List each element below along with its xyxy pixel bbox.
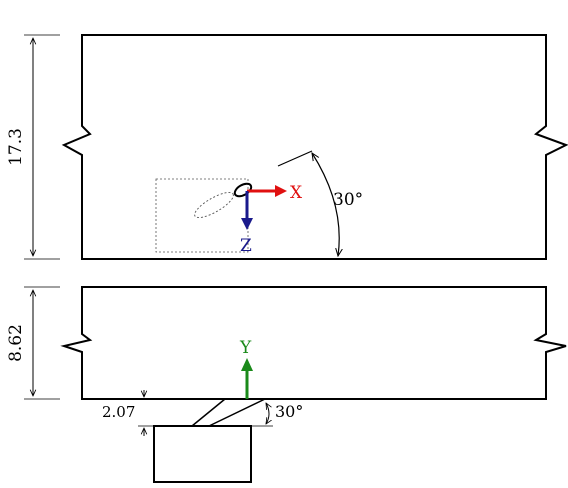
side-angle-label: 30° — [275, 402, 303, 421]
fixture-box — [153, 425, 252, 483]
top-angle-label: 30° — [333, 190, 363, 210]
axis-y-arrowhead — [241, 358, 253, 371]
top-view: 17.3 X Z 30° — [6, 34, 568, 260]
top-block-outline — [61, 34, 568, 260]
axis-x-label: X — [290, 183, 303, 203]
offset-label: 2.07 — [102, 403, 135, 421]
axis-z-arrowhead — [241, 218, 253, 230]
side-angle-arc — [266, 403, 269, 424]
axis-x-arrowhead — [275, 185, 287, 197]
channel-edge-right — [208, 398, 266, 427]
side-view: 8.62 Y 2.07 30° — [6, 286, 567, 483]
channel-edge-left — [191, 398, 226, 427]
angle-arc — [312, 153, 339, 256]
side-block-outline — [60, 286, 567, 400]
side-height-label: 8.62 — [6, 324, 26, 362]
inset-box — [155, 178, 249, 253]
top-height-label: 17.3 — [6, 128, 26, 166]
dotted-hole — [194, 191, 234, 219]
axis-z-label: Z — [240, 236, 252, 256]
angle-ray — [277, 150, 313, 167]
axis-y-label: Y — [239, 338, 252, 358]
